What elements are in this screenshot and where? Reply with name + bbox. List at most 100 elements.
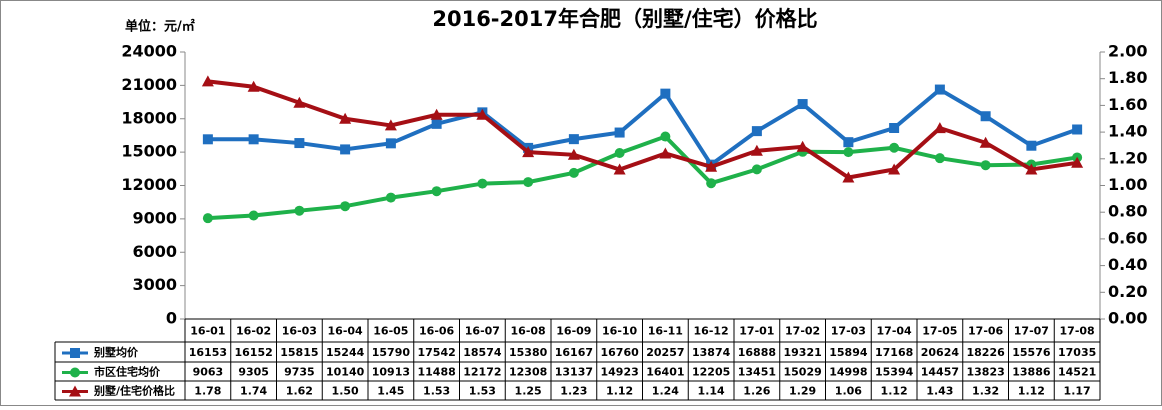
y2-tick-label: 1.60	[1108, 95, 1147, 114]
table-value: 17542	[417, 346, 455, 359]
table-value: 1.24	[652, 385, 679, 398]
marker	[980, 111, 991, 122]
marker	[202, 134, 213, 145]
marker	[843, 137, 854, 148]
table-value: 12205	[692, 366, 730, 379]
y2-tick-label: 0.80	[1108, 202, 1147, 221]
marker	[567, 148, 580, 160]
y-axis-label: 单位：元/㎡	[125, 19, 195, 35]
table-value: 11488	[417, 366, 455, 379]
marker	[431, 186, 442, 197]
table-value: 16401	[646, 366, 684, 379]
marker	[339, 112, 352, 124]
marker	[934, 84, 945, 95]
x-tick-label: 17-07	[1014, 325, 1049, 338]
table-value: 20624	[921, 346, 960, 359]
table-value: 1.12	[1018, 385, 1045, 398]
marker	[660, 88, 671, 99]
y2-tick-label: 0.00	[1108, 309, 1147, 328]
marker	[1072, 124, 1083, 135]
table-value: 9063	[193, 366, 224, 379]
marker	[248, 134, 259, 145]
table-value: 15029	[783, 366, 821, 379]
table-value: 12172	[463, 366, 501, 379]
table-value: 9305	[238, 366, 269, 379]
marker	[384, 119, 397, 131]
x-tick-label: 17-05	[922, 325, 957, 338]
table-value: 15394	[875, 366, 914, 379]
x-tick-label: 16-01	[190, 325, 225, 338]
table-value: 20257	[646, 346, 684, 359]
table-value: 13451	[738, 366, 776, 379]
table-value: 1.06	[835, 385, 862, 398]
marker	[659, 147, 672, 159]
table-value: 1.25	[515, 385, 542, 398]
marker	[476, 108, 489, 120]
marker	[568, 134, 579, 145]
marker	[70, 348, 80, 358]
x-tick-label: 16-03	[282, 325, 317, 338]
marker	[294, 138, 305, 149]
y2-tick-label: 0.40	[1108, 255, 1147, 274]
marker	[934, 153, 945, 164]
marker	[889, 142, 900, 153]
table-value: 1.17	[1064, 385, 1091, 398]
table-value: 1.50	[332, 385, 359, 398]
marker	[70, 367, 80, 378]
table-value: 17168	[875, 346, 913, 359]
table-value: 1.26	[743, 385, 770, 398]
marker	[796, 140, 809, 152]
marker	[201, 75, 214, 87]
marker	[706, 178, 717, 189]
y2-tick-label: 0.20	[1108, 282, 1147, 301]
table-value: 15244	[326, 346, 365, 359]
table-value: 16153	[189, 346, 227, 359]
marker	[888, 163, 901, 175]
marker	[750, 144, 763, 156]
table-value: 15894	[829, 346, 868, 359]
y-tick-label: 12000	[121, 175, 177, 194]
table-value: 13886	[1012, 366, 1051, 379]
table-value: 1.12	[881, 385, 908, 398]
marker	[247, 80, 260, 92]
table-value: 1.12	[606, 385, 633, 398]
marker	[340, 144, 351, 155]
marker	[294, 205, 305, 216]
chart-title: 2016-2017年合肥（别墅/住宅）价格比	[432, 7, 817, 31]
marker	[842, 171, 855, 183]
series-line	[207, 79, 1078, 180]
x-tick-label: 16-08	[511, 325, 546, 338]
marker	[889, 123, 900, 134]
marker	[797, 99, 808, 110]
table-value: 15815	[280, 346, 318, 359]
table-value: 13874	[692, 346, 731, 359]
table-value: 14457	[921, 366, 959, 379]
y-tick-label: 6000	[132, 242, 177, 261]
x-tick-label: 16-02	[236, 325, 271, 338]
marker	[248, 210, 259, 221]
table-value: 16760	[600, 346, 639, 359]
x-tick-label: 16-07	[465, 325, 500, 338]
marker	[1071, 156, 1084, 168]
marker	[340, 201, 351, 212]
y2-tick-label: 0.60	[1108, 228, 1147, 247]
marker	[751, 126, 762, 137]
table-value: 12308	[509, 366, 547, 379]
table-value: 1.23	[560, 385, 587, 398]
y-tick-label: 9000	[132, 208, 177, 227]
marker	[385, 138, 396, 149]
table-value: 1.32	[972, 385, 999, 398]
table-value: 19321	[783, 346, 821, 359]
marker	[751, 164, 762, 175]
y-tick-label: 0	[166, 309, 177, 328]
table-value: 15790	[372, 346, 411, 359]
marker	[385, 192, 396, 203]
table-value: 15576	[1012, 346, 1051, 359]
x-tick-label: 16-12	[694, 325, 729, 338]
table-value: 16152	[234, 346, 272, 359]
x-tick-label: 17-06	[968, 325, 1004, 338]
x-tick-label: 16-11	[648, 325, 683, 338]
marker	[202, 213, 213, 224]
marker	[431, 118, 442, 129]
